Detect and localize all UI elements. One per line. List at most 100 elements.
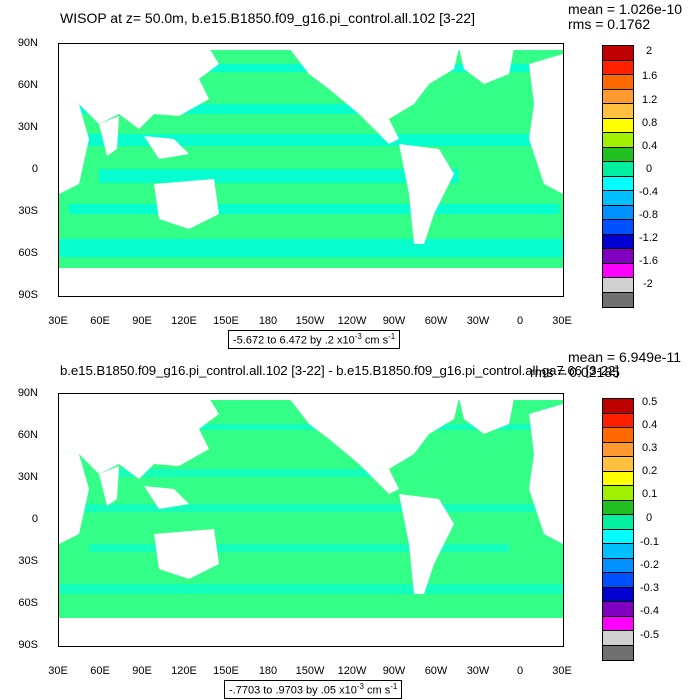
colorbar-box — [603, 442, 633, 457]
land-masses — [59, 394, 563, 646]
contour-range-info: -5.672 to 6.472 by .2 x10-3 cm s-1 — [228, 330, 401, 349]
colorbar-box — [603, 428, 633, 443]
lat-label: 30S — [18, 205, 38, 217]
contour-range-info: -.7703 to .9703 by .05 x10-3 cm s-1 — [224, 680, 403, 699]
colorbar — [602, 45, 634, 308]
colorbar-box — [603, 587, 633, 602]
lon-label: 60E — [90, 665, 110, 677]
colorbar-label: -0.8 — [639, 209, 658, 221]
colorbar-box — [603, 278, 633, 293]
colorbar-box — [603, 162, 633, 177]
colorbar-box — [603, 292, 633, 307]
colorbar-box — [603, 457, 633, 472]
colorbar-box — [603, 399, 633, 414]
lon-label: 150E — [213, 665, 239, 677]
lon-label: 180 — [258, 665, 278, 677]
colorbar-label: -0.5 — [640, 629, 659, 641]
lat-label: 30S — [18, 555, 38, 567]
lon-label: 90E — [132, 665, 152, 677]
colorbar-label: -1.2 — [639, 232, 658, 244]
colorbar-label: 0.5 — [642, 396, 658, 408]
range-label: -.7703 to .9703 by .05 x10 — [229, 684, 357, 697]
colorbar-label: 2 — [646, 45, 653, 57]
colorbar-box — [603, 220, 633, 235]
colorbar-box — [603, 89, 633, 104]
colorbar-box — [603, 500, 633, 515]
colorbar-box — [603, 263, 633, 278]
lat-label: 90N — [17, 387, 38, 399]
colorbar-label: -0.4 — [639, 186, 658, 198]
lon-label: 30E — [48, 315, 68, 327]
colorbar-label: -0.2 — [640, 559, 659, 571]
lat-label: 90S — [18, 289, 38, 301]
colorbar — [602, 398, 634, 661]
lat-label: 90S — [18, 639, 38, 651]
colorbar-box — [603, 249, 633, 264]
colorbar-box — [603, 133, 633, 148]
colorbar-label: 1.2 — [642, 94, 658, 106]
colorbar-box — [603, 471, 633, 486]
colorbar-box — [603, 631, 633, 646]
lat-label: 60S — [18, 597, 38, 609]
colorbar-box — [603, 515, 633, 530]
lat-label: 30N — [17, 471, 38, 483]
colorbar-box — [603, 645, 633, 660]
lon-label: 120W — [337, 315, 367, 327]
colorbar-label: -0.4 — [640, 605, 659, 617]
colorbar-label: -1.6 — [639, 255, 658, 267]
colorbar-box — [603, 176, 633, 191]
colorbar-label: 0.1 — [642, 488, 658, 500]
lon-label: 150W — [295, 315, 325, 327]
colorbar-box — [603, 75, 633, 90]
colorbar-label: 0.8 — [642, 117, 658, 129]
lon-label: 30E — [48, 665, 68, 677]
lon-label: 150E — [213, 315, 239, 327]
world-map — [58, 43, 564, 297]
lon-label: 60E — [90, 315, 110, 327]
colorbar-label: 0.3 — [642, 442, 658, 454]
colorbar-label: 0 — [646, 512, 653, 524]
colorbar-box — [603, 544, 633, 559]
lat-label: 60N — [17, 429, 38, 441]
land-masses — [59, 44, 563, 296]
lon-label: 90E — [132, 315, 152, 327]
colorbar-box — [603, 558, 633, 573]
lon-label: 180 — [258, 315, 278, 327]
colorbar-box — [603, 60, 633, 75]
lon-label: 120W — [337, 665, 367, 677]
lon-label: 60W — [424, 315, 448, 327]
colorbar-label: 1.6 — [642, 70, 658, 82]
world-map — [58, 393, 564, 647]
lon-label: 0 — [516, 665, 524, 677]
colorbar-box — [603, 413, 633, 428]
colorbar-label: -0.1 — [640, 536, 659, 548]
rms-stat: rms = 0.02185 — [530, 364, 620, 380]
colorbar-box — [603, 104, 633, 119]
colorbar-box — [603, 118, 633, 133]
lat-label: 0 — [31, 513, 38, 525]
range-unit: cm s — [363, 684, 391, 697]
colorbar-box — [603, 529, 633, 544]
colorbar-box — [603, 602, 633, 617]
ocean-texture — [59, 424, 563, 594]
lon-label: 0 — [516, 315, 524, 327]
colorbar-label: 0.4 — [642, 419, 658, 431]
colorbar-box — [603, 234, 633, 249]
colorbar-box — [603, 46, 633, 61]
colorbar-label: 0 — [646, 163, 653, 175]
lon-label: 90W — [382, 315, 406, 327]
lat-label: 30N — [17, 121, 38, 133]
range-exp: -3 — [354, 332, 362, 341]
colorbar-box — [603, 616, 633, 631]
mean-stat: mean = 1.026e-10 — [568, 1, 683, 17]
colorbar-box — [603, 573, 633, 588]
map-svg — [59, 394, 563, 646]
colorbar-label: -0.3 — [640, 582, 659, 594]
colorbar-label: 0.4 — [642, 140, 658, 152]
mean-stat: mean = 6.949e-11 — [568, 349, 681, 365]
top-panel: WISOP at z= 50.0m, b.e15.B1850.f09_g16.p… — [17, 1, 683, 349]
map-svg — [59, 44, 563, 296]
lat-label: 60N — [17, 79, 38, 91]
range-unit-exp: -1 — [388, 332, 396, 341]
lon-label: 30E — [552, 665, 572, 677]
